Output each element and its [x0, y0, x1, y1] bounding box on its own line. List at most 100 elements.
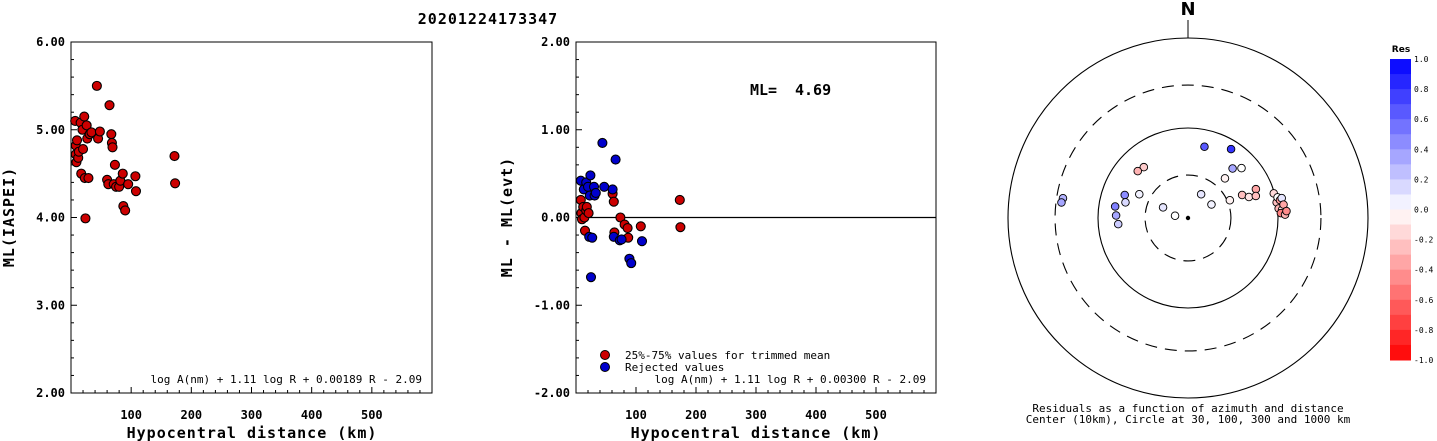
ml-distance-point: [170, 178, 181, 189]
ml-distance-ylabel: ML(IASPEI): [0, 167, 18, 267]
ml-distance-xlabel: Hypocentral distance (km): [127, 424, 378, 441]
station-point: [1113, 219, 1123, 229]
residual-distance-series1-point: [599, 181, 610, 192]
ml-distance-point: [71, 135, 83, 146]
ml-distance-point: [117, 168, 128, 179]
ml-distance-xtick-label: 400: [301, 408, 323, 422]
ml-distance-ytick-label: 4.00: [36, 211, 65, 225]
colorbar-title: Res: [1392, 45, 1410, 55]
colorbar-cell: [1390, 209, 1411, 226]
residual-distance-ytick-label: 0.00: [541, 211, 570, 225]
colorbar-cell: [1390, 119, 1411, 135]
colorbar-cells: [1390, 59, 1411, 361]
residual-distance-series1-point: [585, 170, 596, 181]
legend-marker-rejected: [600, 362, 610, 372]
colorbar-tick-label: 0.8: [1414, 85, 1429, 94]
legend-label-rejected: Rejected values: [625, 361, 724, 374]
station-point: [1200, 142, 1209, 151]
polar-caption-line1: Residuals as a function of azimuth and d…: [1032, 402, 1343, 415]
ml-distance-point: [130, 171, 141, 182]
ml-distance-point: [104, 100, 115, 111]
residual-distance-panel: 100 200 300 400 500 -2.00 -1.00 0.00 1.00 2.00 Hy…: [498, 35, 937, 441]
azimuth-residual-panel: N Residuals as a function of azimuth and…: [1007, 0, 1369, 426]
ml-distance-ytick-label: 2.00: [36, 386, 65, 400]
ml-distance-point: [77, 144, 89, 155]
colorbar-cell: [1390, 179, 1411, 195]
station-point: [1237, 163, 1246, 173]
ml-distance-points: [70, 80, 181, 224]
ml-distance-point: [169, 151, 180, 162]
station-point: [1120, 190, 1129, 200]
ml-distance-xtick-label: 100: [120, 408, 142, 422]
ml-distance-panel: 100 200 300 400 500 2.00 3.00 4.00 5.00 6.00 Hypo…: [0, 35, 433, 441]
ml-distance-point: [83, 172, 94, 184]
colorbar-ticks: 1.0 0.8 0.6 0.4 0.2 0.0 -0.2 -0.4 -0.6 -0.8 -1.0: [1414, 55, 1433, 365]
ml-distance-xtick-label: 200: [180, 408, 202, 422]
residual-distance-ticks: 100 200 300 400 500 -2.00 -1.00 0.00 1.00 2.00: [534, 35, 925, 422]
colorbar-cell: [1390, 74, 1411, 90]
residual-distance-series1-point: [626, 258, 637, 269]
residual-distance-xtick-label: 100: [625, 408, 647, 422]
colorbar-cell: [1390, 164, 1411, 180]
ml-distance-point: [107, 142, 118, 153]
colorbar-tick-label: 1.0: [1414, 55, 1429, 64]
figure-title: 20201224173347: [418, 10, 558, 28]
station-point: [1225, 195, 1235, 205]
station-point: [1220, 174, 1230, 183]
station-point: [1121, 198, 1130, 207]
colorbar-tick-label: -0.2: [1414, 236, 1433, 245]
ml-distance-point: [123, 179, 134, 190]
station-point: [1196, 190, 1206, 199]
colorbar-cell: [1390, 224, 1411, 241]
residual-legend: 25%-75% values for trimmed mean Rejected…: [600, 349, 830, 374]
station-point: [1110, 202, 1120, 211]
residual-distance-series1-point: [610, 154, 621, 165]
station-point: [1207, 200, 1216, 209]
polar-caption-line2: Center (10km), Circle at 30, 100, 300 an…: [1026, 413, 1351, 426]
residual-distance-xtick-label: 500: [865, 408, 887, 422]
colorbar-tick-label: -0.6: [1414, 296, 1433, 305]
station-point: [1135, 189, 1144, 199]
residual-distance-ytick-label: -2.00: [534, 386, 570, 400]
residual-distance-xtick-label: 400: [805, 408, 827, 422]
colorbar-cell: [1390, 284, 1411, 301]
colorbar-cell: [1390, 269, 1411, 286]
residual-distance-xlabel: Hypocentral distance (km): [631, 424, 882, 441]
residual-distance-ylabel: ML - ML(evt): [498, 157, 516, 277]
residual-distance-series1-point: [607, 184, 618, 195]
legend-marker-trimmed-mean: [600, 350, 610, 360]
station-point: [1170, 211, 1180, 220]
colorbar-cell: [1390, 134, 1411, 150]
colorbar-cell: [1390, 254, 1411, 271]
ml-distance-xtick-label: 300: [241, 408, 263, 422]
colorbar-tick-label: 0.4: [1414, 145, 1429, 154]
ml-distance-ticks: 100 200 300 400 500 2.00 3.00 4.00 5.00 6.00: [36, 35, 421, 422]
station-point: [1111, 211, 1121, 220]
residual-distance-series0-point: [583, 208, 594, 219]
ml-distance-point: [91, 80, 102, 91]
ml-distance-xtick-label: 500: [361, 408, 383, 422]
legend-label-trimmed-mean: 25%-75% values for trimmed mean: [625, 349, 830, 362]
ml-distance-formula: log A(nm) + 1.11 log R + 0.00189 R - 2.0…: [150, 373, 422, 386]
station-point: [1139, 162, 1149, 172]
ml-distance-point: [79, 111, 90, 122]
residual-colorbar: Res 1.0 0.8 0.6 0.4 0.2 0.0 -0.2 -0.4 -0.6 -0.8 -1…: [1390, 45, 1433, 365]
station-point: [1244, 192, 1254, 202]
ml-distance-point: [106, 129, 117, 140]
ml-distance-point: [120, 205, 131, 216]
epicenter-dot: [1185, 215, 1191, 221]
residual-distance-series1-point: [597, 137, 608, 148]
north-label: N: [1180, 0, 1195, 20]
residual-distance-ytick-label: -1.00: [534, 298, 570, 312]
ml-distance-point: [109, 159, 120, 170]
colorbar-tick-label: 0.6: [1414, 115, 1429, 124]
residual-distance-series0-point: [608, 196, 619, 207]
colorbar-cell: [1390, 149, 1411, 165]
station-residual-points: [1057, 142, 1291, 229]
colorbar-cell: [1390, 239, 1411, 256]
residual-distance-series0-point: [674, 194, 685, 205]
ring-30km: [1144, 174, 1232, 262]
ml-distance-point: [81, 120, 92, 131]
distance-rings: [1007, 37, 1369, 399]
residual-distance-xtick-label: 300: [745, 408, 767, 422]
